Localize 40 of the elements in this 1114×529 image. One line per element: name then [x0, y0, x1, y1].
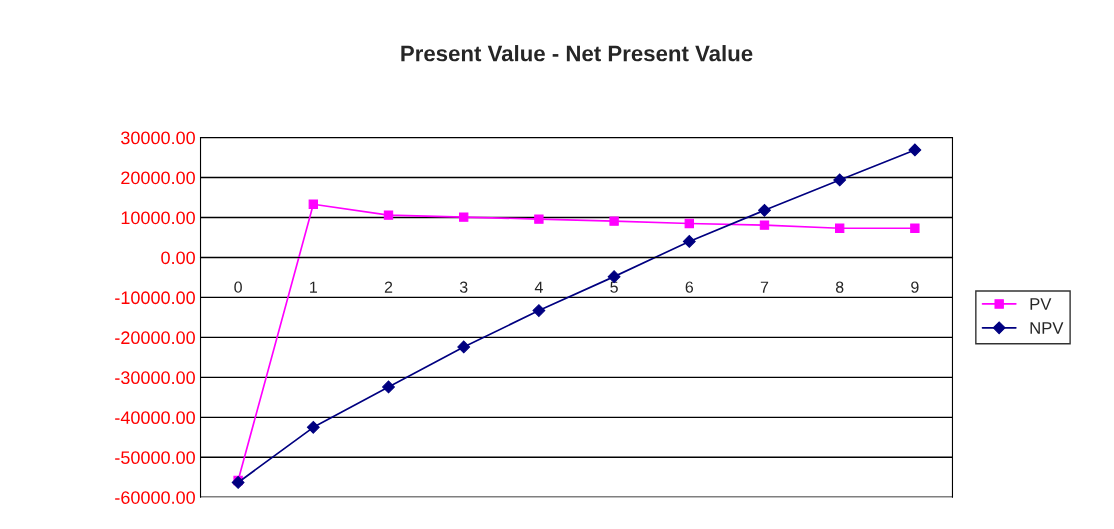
- chart-title: Present Value - Net Present Value: [401, 45, 753, 62]
- x-tick-label: 4: [534, 281, 543, 293]
- point: [457, 340, 471, 354]
- point: [834, 223, 845, 233]
- x-tick-label: 9: [911, 281, 919, 293]
- point: [532, 304, 546, 318]
- y-tick-label: 20000.00: [121, 171, 195, 185]
- x-tick-label: 2: [384, 281, 393, 293]
- x-tick-label: 8: [835, 281, 844, 293]
- x-tick-label: 6: [685, 281, 694, 293]
- point: [383, 210, 394, 220]
- point: [459, 212, 469, 222]
- y-tick-label: 0.00: [161, 251, 195, 265]
- point: [382, 380, 395, 394]
- y-tick-label: 30000.00: [121, 131, 195, 145]
- y-tick-label: -10000.00: [115, 291, 195, 305]
- point: [609, 216, 619, 226]
- legend-label: PV: [1030, 298, 1052, 310]
- x-tick-label: 5: [610, 281, 618, 293]
- point: [908, 143, 922, 157]
- point: [682, 235, 696, 248]
- y-tick-label: -50000.00: [115, 451, 195, 465]
- x-tick-label: 1: [310, 281, 317, 293]
- point: [833, 173, 847, 187]
- point: [759, 220, 770, 230]
- y-tick-label: -20000.00: [115, 331, 195, 345]
- point: [534, 214, 544, 224]
- x-tick-label: 7: [760, 281, 769, 293]
- point: [308, 199, 318, 209]
- y-tick-label: -60000.00: [115, 491, 195, 504]
- y-tick-label: 10000.00: [121, 211, 195, 225]
- legend-label: NPV: [1030, 322, 1064, 334]
- point: [684, 218, 694, 229]
- y-tick-label: -40000.00: [115, 411, 195, 425]
- x-tick-label: 0: [234, 281, 242, 293]
- y-tick-label: -30000.00: [115, 371, 195, 385]
- point: [306, 420, 320, 434]
- point: [910, 223, 920, 233]
- point: [758, 203, 771, 217]
- x-tick-label: 3: [459, 281, 468, 293]
